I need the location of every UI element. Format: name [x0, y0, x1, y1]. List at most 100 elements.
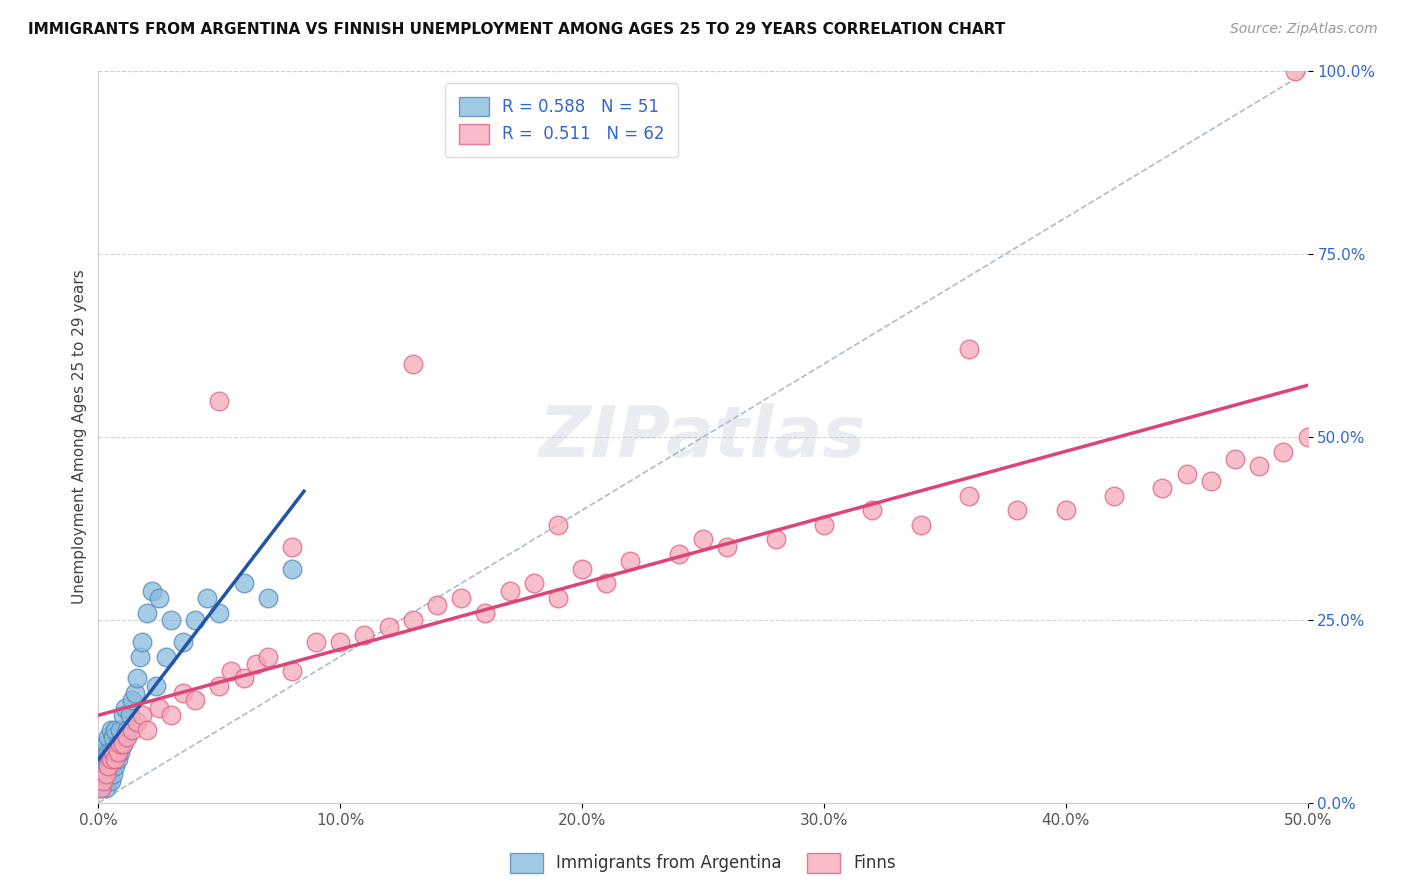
- Point: [245, 657, 267, 671]
- Point: [145, 679, 167, 693]
- Point: [108, 737, 131, 751]
- Point: [131, 708, 153, 723]
- Point: [114, 730, 136, 744]
- Point: [474, 606, 496, 620]
- Point: [1007, 503, 1029, 517]
- Point: [108, 723, 131, 737]
- Text: Source: ZipAtlas.com: Source: ZipAtlas.com: [1230, 22, 1378, 37]
- Point: [121, 693, 143, 707]
- Point: [765, 533, 787, 547]
- Point: [100, 723, 122, 737]
- Point: [595, 576, 617, 591]
- Point: [1249, 459, 1271, 474]
- Point: [94, 737, 117, 751]
- Point: [1102, 489, 1125, 503]
- Point: [94, 766, 117, 780]
- Point: [90, 766, 112, 780]
- Point: [1054, 503, 1077, 517]
- Point: [111, 737, 134, 751]
- Point: [101, 745, 124, 759]
- Point: [523, 576, 546, 591]
- Point: [107, 745, 129, 759]
- Point: [426, 599, 449, 613]
- Point: [94, 766, 117, 780]
- Point: [100, 745, 122, 759]
- Point: [208, 606, 231, 620]
- Point: [135, 723, 157, 737]
- Point: [208, 679, 231, 693]
- Point: [128, 649, 150, 664]
- Point: [232, 672, 254, 686]
- Point: [498, 583, 520, 598]
- Point: [101, 730, 124, 744]
- Legend: Immigrants from Argentina, Finns: Immigrants from Argentina, Finns: [503, 847, 903, 880]
- Point: [860, 503, 883, 517]
- Point: [281, 540, 304, 554]
- Point: [101, 752, 124, 766]
- Legend: R = 0.588   N = 51, R =  0.511   N = 62: R = 0.588 N = 51, R = 0.511 N = 62: [446, 83, 678, 157]
- Point: [172, 686, 194, 700]
- Point: [148, 700, 170, 714]
- Text: IMMIGRANTS FROM ARGENTINA VS FINNISH UNEMPLOYMENT AMONG AGES 25 TO 29 YEARS CORR: IMMIGRANTS FROM ARGENTINA VS FINNISH UNE…: [28, 22, 1005, 37]
- Point: [1175, 467, 1198, 481]
- Point: [107, 737, 129, 751]
- Point: [402, 613, 425, 627]
- Point: [547, 591, 569, 605]
- Point: [184, 613, 207, 627]
- Point: [131, 635, 153, 649]
- Point: [195, 591, 218, 605]
- Point: [94, 781, 117, 796]
- Point: [184, 693, 207, 707]
- Point: [97, 759, 120, 773]
- Point: [353, 627, 375, 641]
- Point: [91, 759, 114, 773]
- Point: [329, 635, 352, 649]
- Point: [100, 773, 122, 788]
- Point: [97, 745, 120, 759]
- Point: [571, 562, 593, 576]
- Point: [450, 591, 472, 605]
- Point: [1296, 430, 1319, 444]
- Point: [716, 540, 738, 554]
- Point: [281, 562, 304, 576]
- Text: ZIPatlas: ZIPatlas: [540, 402, 866, 472]
- Point: [160, 613, 183, 627]
- Point: [1223, 452, 1246, 467]
- Point: [117, 730, 139, 744]
- Point: [114, 700, 136, 714]
- Point: [108, 745, 131, 759]
- Point: [692, 533, 714, 547]
- Point: [141, 583, 163, 598]
- Point: [957, 489, 980, 503]
- Point: [1152, 481, 1174, 495]
- Point: [91, 773, 114, 788]
- Point: [100, 752, 122, 766]
- Point: [1272, 444, 1295, 458]
- Point: [910, 517, 932, 532]
- Point: [121, 723, 143, 737]
- Point: [135, 606, 157, 620]
- Point: [97, 773, 120, 788]
- Point: [148, 591, 170, 605]
- Point: [94, 752, 117, 766]
- Point: [172, 635, 194, 649]
- Point: [160, 708, 183, 723]
- Point: [101, 766, 124, 780]
- Point: [281, 664, 304, 678]
- Point: [402, 357, 425, 371]
- Point: [97, 730, 120, 744]
- Point: [1199, 474, 1222, 488]
- Point: [100, 759, 122, 773]
- Point: [256, 649, 278, 664]
- Point: [104, 752, 127, 766]
- Point: [91, 745, 114, 759]
- Y-axis label: Unemployment Among Ages 25 to 29 years: Unemployment Among Ages 25 to 29 years: [72, 269, 87, 605]
- Point: [127, 715, 149, 730]
- Point: [619, 554, 641, 568]
- Point: [221, 664, 243, 678]
- Point: [305, 635, 328, 649]
- Point: [107, 752, 129, 766]
- Point: [127, 672, 149, 686]
- Point: [124, 686, 146, 700]
- Point: [232, 576, 254, 591]
